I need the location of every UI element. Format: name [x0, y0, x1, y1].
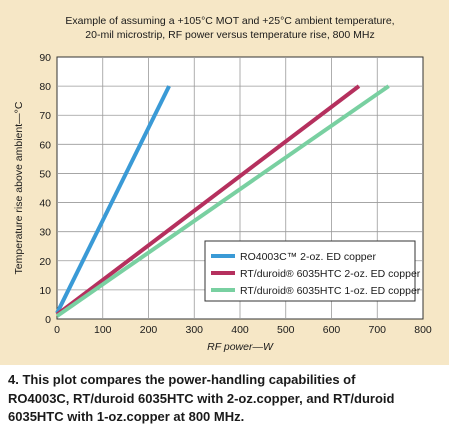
caption-line-1: 4. This plot compares the power-handling… [8, 372, 356, 387]
legend: RO4003C™ 2-oz. ED copper RT/duroid® 6035… [204, 240, 421, 302]
x-tick-label: 200 [140, 324, 158, 336]
chart-title-line-1: Example of assuming a +105°C MOT and +25… [65, 15, 394, 27]
y-tick-label: 30 [39, 227, 51, 239]
x-tick-label: 0 [54, 324, 60, 336]
legend-label-ro4003c: RO4003C™ 2-oz. ED copper [240, 251, 376, 263]
y-tick-label: 90 [39, 52, 51, 64]
chart: Example of assuming a +105°C MOT and +25… [13, 15, 432, 353]
x-tick-label: 700 [368, 324, 386, 336]
y-tick-label: 0 [45, 314, 51, 326]
y-tick-label: 50 [39, 168, 51, 180]
caption-line-3: 6035HTC with 1-oz.copper at 800 MHz. [8, 409, 245, 424]
series-line-1 [55, 85, 171, 315]
x-tick-label: 600 [323, 324, 341, 336]
caption-line-2: RO4003C, RT/duroid 6035HTC with 2-oz.cop… [8, 390, 395, 406]
y-tick-label: 80 [39, 81, 51, 93]
x-tick-label: 300 [185, 324, 203, 336]
series-lines [55, 84, 390, 318]
legend-label-6035htc-1oz: RT/duroid® 6035HTC 1-oz. ED copper [240, 285, 421, 297]
x-tick-label: 100 [94, 324, 112, 336]
series-line-3 [55, 84, 390, 318]
y-tick-label: 60 [39, 139, 51, 151]
y-tick-label: 70 [39, 110, 51, 122]
legend-box [204, 240, 416, 302]
y-tick-label: 40 [39, 198, 51, 210]
y-axis-ticks: 0 10 20 30 40 50 60 70 80 90 [39, 52, 51, 326]
figure-panel: Example of assuming a +105°C MOT and +25… [0, 0, 449, 365]
series-line-2 [55, 84, 361, 317]
y-axis-label: Temperature rise above ambient—°C [13, 101, 25, 274]
chart-title-line-2: 20-mil microstrip, RF power versus tempe… [85, 29, 374, 41]
x-tick-label: 800 [414, 324, 432, 336]
legend-label-6035htc-2oz: RT/duroid® 6035HTC 2-oz. ED copper [240, 268, 421, 280]
figure-caption: 4. This plot compares the power-handling… [8, 371, 438, 427]
y-tick-label: 20 [39, 256, 51, 268]
y-tick-label: 10 [39, 285, 51, 297]
x-axis-label: RF power—W [207, 341, 274, 353]
x-axis-ticks: 0 100 200 300 400 500 600 700 800 [54, 324, 432, 336]
x-tick-label: 400 [231, 324, 249, 336]
chart-title: Example of assuming a +105°C MOT and +25… [65, 15, 394, 41]
x-tick-label: 500 [277, 324, 295, 336]
